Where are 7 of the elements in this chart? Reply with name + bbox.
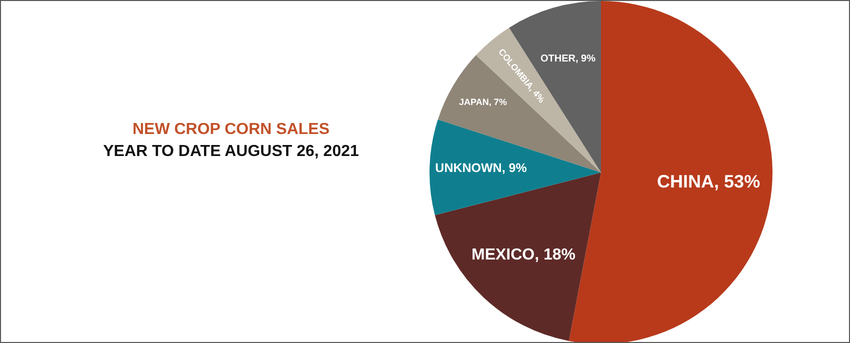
slice-label: MEXICO, 18% [472,246,576,264]
slice-label: UNKNOWN, 9% [435,161,527,176]
slice-label: OTHER, 9% [540,54,596,65]
text: NEW CROP CORN SALES [131,120,331,140]
slice-label: CHINA, 53% [657,172,760,192]
text: YEAR TO DATE AUGUST 26, 2021 [102,142,360,162]
slice-label: JAPAN, 7% [458,97,507,108]
